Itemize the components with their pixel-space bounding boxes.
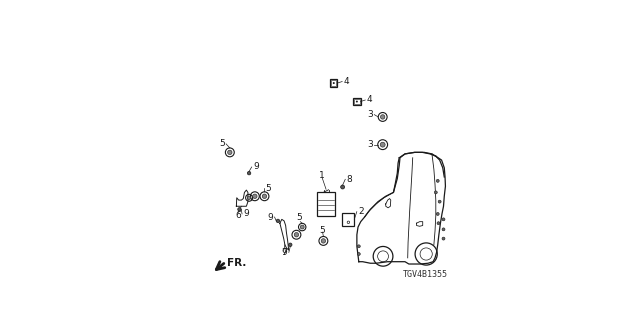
Text: 8: 8 xyxy=(346,175,352,184)
Circle shape xyxy=(247,196,251,199)
Circle shape xyxy=(435,191,437,194)
Circle shape xyxy=(321,239,326,243)
Text: TGV4B1355: TGV4B1355 xyxy=(403,270,447,279)
Circle shape xyxy=(380,142,385,147)
Circle shape xyxy=(442,218,445,221)
Bar xyxy=(317,192,335,216)
Text: 4: 4 xyxy=(367,95,372,105)
Text: 3: 3 xyxy=(367,140,373,149)
Text: 9: 9 xyxy=(243,210,249,219)
Circle shape xyxy=(340,185,344,189)
Text: 3: 3 xyxy=(367,110,373,119)
Circle shape xyxy=(289,243,292,246)
Text: 2: 2 xyxy=(358,207,364,216)
Bar xyxy=(354,99,360,104)
Bar xyxy=(353,98,360,105)
Text: 5: 5 xyxy=(219,140,225,148)
Text: 9: 9 xyxy=(282,248,287,257)
Text: FR.: FR. xyxy=(227,258,246,268)
Circle shape xyxy=(356,100,358,102)
Circle shape xyxy=(438,200,441,203)
Bar xyxy=(330,79,337,87)
Text: 5: 5 xyxy=(296,213,302,222)
Circle shape xyxy=(436,212,439,215)
Bar xyxy=(342,212,355,226)
Circle shape xyxy=(253,194,257,198)
Text: 6: 6 xyxy=(235,211,241,220)
Circle shape xyxy=(228,150,232,155)
Text: 4: 4 xyxy=(344,77,349,86)
Circle shape xyxy=(436,180,439,182)
Circle shape xyxy=(333,82,335,84)
Text: 7: 7 xyxy=(281,248,287,257)
Circle shape xyxy=(357,252,360,255)
Circle shape xyxy=(442,228,445,231)
Circle shape xyxy=(276,219,280,223)
Bar xyxy=(331,80,337,86)
Text: 5: 5 xyxy=(266,184,271,193)
Circle shape xyxy=(380,115,385,119)
Text: 1: 1 xyxy=(319,171,325,180)
Circle shape xyxy=(237,208,241,211)
Text: 5: 5 xyxy=(320,227,326,236)
Circle shape xyxy=(300,225,304,229)
Circle shape xyxy=(294,233,299,237)
Circle shape xyxy=(262,194,267,198)
Text: 9: 9 xyxy=(268,212,273,221)
Circle shape xyxy=(442,237,445,240)
Circle shape xyxy=(357,245,360,248)
Text: 9: 9 xyxy=(253,163,259,172)
Circle shape xyxy=(247,172,251,175)
Circle shape xyxy=(437,222,440,225)
